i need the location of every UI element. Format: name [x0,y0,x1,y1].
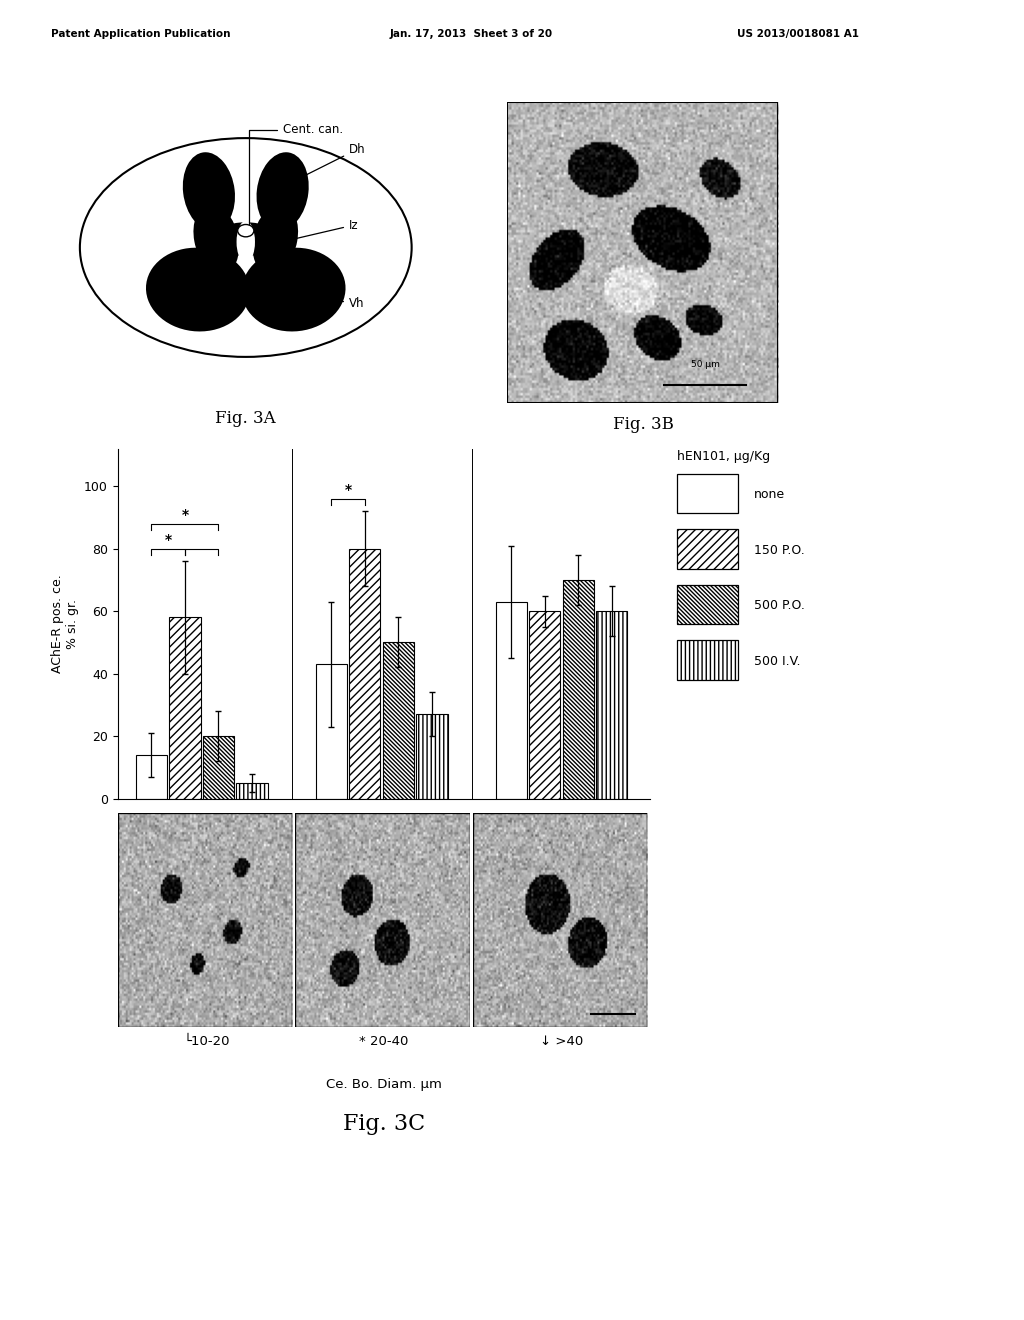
Bar [136,755,167,799]
Text: hEN101, μg/Kg: hEN101, μg/Kg [677,450,770,463]
Text: Patent Application Publication: Patent Application Publication [51,29,230,40]
Bar [169,618,201,799]
Y-axis label: AChE-R pos. ce.
% si. gr.: AChE-R pos. ce. % si. gr. [50,574,79,673]
Text: Cent. can.: Cent. can. [250,123,343,228]
Circle shape [238,224,254,236]
Text: Fig. 3B: Fig. 3B [612,416,674,433]
FancyBboxPatch shape [677,529,738,569]
Bar [349,549,380,799]
Bar [315,664,347,799]
Text: 500 I.V.: 500 I.V. [754,655,800,668]
Ellipse shape [80,139,412,356]
Bar [417,714,447,799]
Text: └10-20: └10-20 [183,1035,229,1048]
Bar [529,611,560,799]
Bar [203,737,234,799]
Text: Jan. 17, 2013  Sheet 3 of 20: Jan. 17, 2013 Sheet 3 of 20 [389,29,552,40]
FancyBboxPatch shape [677,585,738,624]
Text: Fig. 3A: Fig. 3A [215,411,276,428]
Text: ↓ >40: ↓ >40 [540,1035,583,1048]
Bar [563,579,594,799]
Ellipse shape [146,248,250,331]
Text: *: * [344,483,351,498]
Ellipse shape [213,222,279,256]
Text: 500 P.O.: 500 P.O. [754,599,805,612]
Text: * 20-40: * 20-40 [359,1035,409,1048]
Text: Vh: Vh [304,296,365,310]
Text: 50 μm: 50 μm [690,360,720,370]
Bar [383,643,414,799]
Bar [596,611,628,799]
Ellipse shape [183,152,234,231]
Ellipse shape [253,205,298,273]
Text: Dh: Dh [293,143,366,182]
FancyBboxPatch shape [677,474,738,513]
Ellipse shape [237,220,255,263]
Text: *: * [165,533,172,548]
Text: none: none [754,488,784,502]
Text: *: * [181,508,188,523]
Text: US 2013/0018081 A1: US 2013/0018081 A1 [737,29,859,40]
Text: Iz: Iz [296,219,358,239]
Text: Fig. 3C: Fig. 3C [343,1113,425,1135]
Ellipse shape [257,152,308,231]
Text: 150 P.O.: 150 P.O. [754,544,805,557]
Ellipse shape [242,248,345,331]
Bar [237,783,267,799]
Bar [496,602,526,799]
Ellipse shape [194,205,239,273]
Text: Ce. Bo. Diam. μm: Ce. Bo. Diam. μm [326,1078,442,1092]
FancyBboxPatch shape [677,640,738,680]
